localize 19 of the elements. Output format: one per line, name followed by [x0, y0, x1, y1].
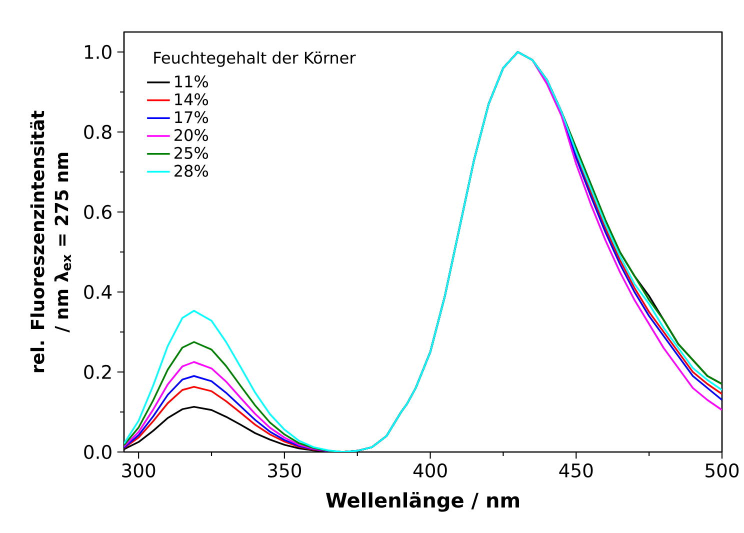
y-tick-label: 0.6 — [84, 204, 112, 220]
y-tick-label: 1.0 — [84, 44, 112, 60]
x-tick-label: 500 — [706, 463, 739, 478]
x-axis-title: Wellenlänge / nm — [326, 492, 520, 512]
legend-label: 25% — [174, 146, 208, 159]
y-tick-label: 0.8 — [84, 124, 112, 140]
x-tick-label: 350 — [268, 463, 302, 478]
legend-label: 20% — [174, 129, 208, 142]
y-tick-label: 0.4 — [84, 284, 112, 300]
legend-label: 28% — [174, 164, 208, 177]
x-tick-label: 300 — [122, 463, 156, 478]
legend-label: 14% — [175, 93, 208, 106]
y-tick-label: 0.0 — [84, 444, 112, 460]
x-tick-label: 400 — [413, 463, 447, 478]
y-tick-label: 0.2 — [84, 364, 111, 380]
legend-title: Feuchtegehalt der Körner — [154, 51, 356, 67]
legend-label: 11% — [175, 75, 208, 88]
legend-label: 17% — [175, 111, 208, 124]
x-tick-label: 450 — [559, 463, 593, 478]
